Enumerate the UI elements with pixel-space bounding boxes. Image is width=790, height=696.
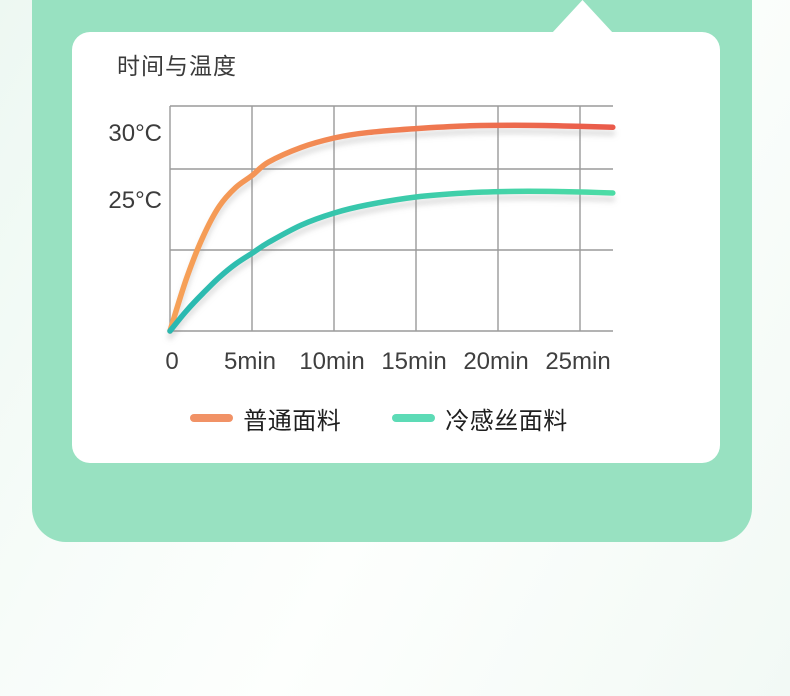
legend-label: 冷感丝面料 — [445, 407, 568, 435]
x-tick-0: 0 — [165, 348, 179, 375]
chart-title: 时间与温度 — [117, 53, 237, 79]
legend-item-ordinary-fabric: 普通面料 — [190, 401, 341, 436]
grid-lines — [169, 105, 613, 332]
y-axis-label-25c: 25°C — [108, 187, 162, 214]
legend-swatch-orange — [190, 414, 234, 422]
x-tick-25min: 25min — [545, 348, 611, 375]
x-tick-15min: 15min — [381, 348, 447, 375]
x-tick-5min: 5min — [223, 348, 277, 375]
x-tick-10min: 10min — [299, 348, 365, 375]
legend-swatch-teal — [392, 414, 436, 422]
curve-ordinary-fabric — [167, 122, 616, 334]
chart-legend: 普通面料 冷感丝面料 — [55, 404, 703, 435]
legend-item-cooling-silk-fabric: 冷感丝面料 — [392, 401, 568, 436]
y-axis-label-30c: 30°C — [108, 120, 162, 147]
line-chart — [167, 105, 616, 334]
curve-cooling-silk-fabric — [167, 188, 616, 334]
legend-label: 普通面料 — [243, 407, 342, 435]
chart-card: 时间与温度 — [72, 32, 720, 463]
x-tick-20min: 20min — [463, 348, 529, 375]
